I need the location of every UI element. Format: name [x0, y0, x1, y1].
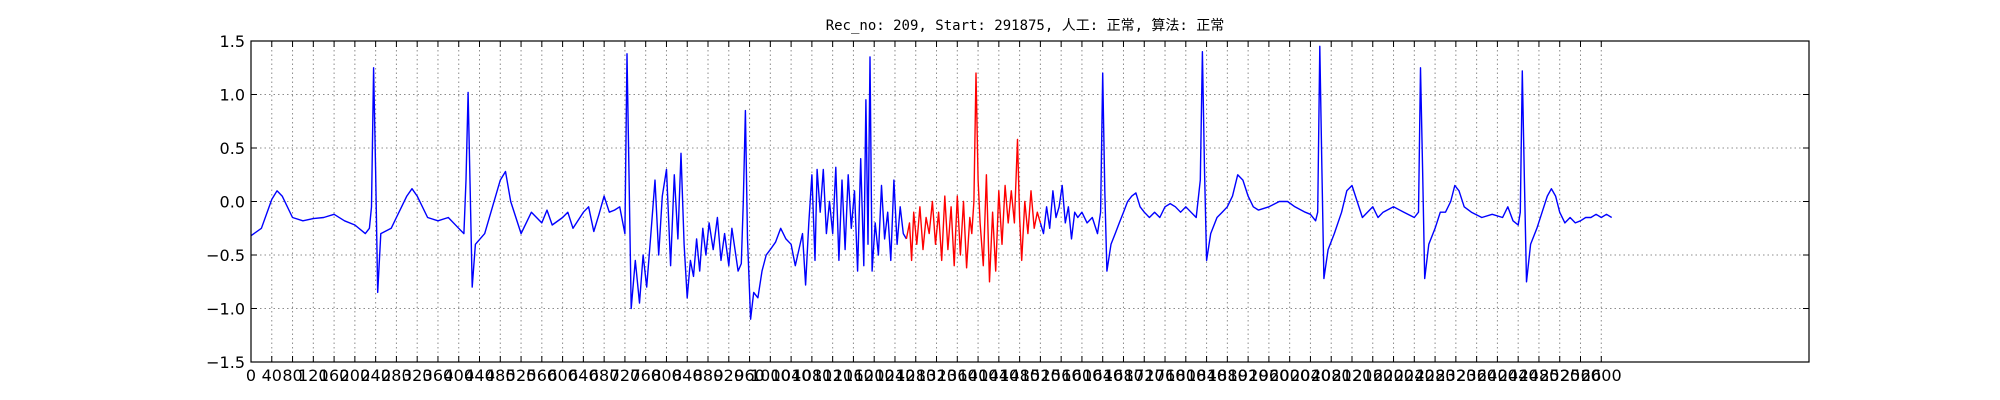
x-tick-label: 1080	[792, 366, 833, 385]
x-tick-label: 1400	[958, 366, 999, 385]
x-tick-label: 400	[443, 366, 474, 385]
x-tick-label: 120	[298, 366, 329, 385]
y-axis-ticks: −1.5 −1.0 −0.5 0.0 0.5 1.0 1.5	[206, 32, 1809, 372]
x-tick-label: 280	[381, 366, 412, 385]
x-tick-label: 760	[630, 366, 661, 385]
ecg-series-line	[1039, 45, 1613, 283]
x-tick-label: 320	[402, 366, 433, 385]
x-tick-label: 1000	[750, 366, 791, 385]
x-tick-label: 840	[672, 366, 703, 385]
x-tick-label: 2360	[1456, 366, 1497, 385]
x-tick-label: 1560	[1041, 366, 1082, 385]
y-tick-label: −1.5	[206, 353, 245, 372]
y-tick-label: 1.0	[220, 86, 245, 105]
x-tick-label: 1840	[1186, 366, 1227, 385]
x-tick-label: 2520	[1539, 366, 1580, 385]
x-tick-label: 0	[246, 366, 256, 385]
x-tick-label: 800	[651, 366, 682, 385]
x-tick-label: 2280	[1415, 366, 1456, 385]
x-tick-label: 200	[340, 366, 371, 385]
x-tick-label: 1520	[1020, 366, 1061, 385]
x-tick-label: 1360	[937, 366, 978, 385]
x-tick-label: 2240	[1394, 366, 1435, 385]
x-tick-label: 520	[506, 366, 537, 385]
x-tick-label: 1200	[854, 366, 895, 385]
y-tick-label: −0.5	[206, 246, 245, 265]
x-tick-label: 560	[527, 366, 558, 385]
x-tick-label: 1320	[916, 366, 957, 385]
x-tick-label: 1280	[895, 366, 936, 385]
x-tick-label: 160	[319, 366, 350, 385]
x-tick-label: 1040	[771, 366, 812, 385]
x-tick-label: 720	[610, 366, 641, 385]
x-tick-label: 2200	[1373, 366, 1414, 385]
x-tick-label: 1600	[1062, 366, 1103, 385]
x-axis-ticks: 0 40 8012016020024028032036040044048052056…	[246, 41, 1622, 385]
y-tick-label: 0.5	[220, 139, 245, 158]
x-tick-label: 2480	[1519, 366, 1560, 385]
x-tick-label: 2000	[1269, 366, 1310, 385]
x-tick-label: 1680	[1103, 366, 1144, 385]
x-tick-label: 640	[568, 366, 599, 385]
x-tick-label: 880	[693, 366, 724, 385]
x-tick-label: 2160	[1352, 366, 1393, 385]
x-tick-label: 1760	[1145, 366, 1186, 385]
y-tick-label: 0.0	[220, 193, 245, 212]
y-tick-label: 1.5	[220, 32, 245, 51]
x-tick-label: 1920	[1228, 366, 1269, 385]
x-tick-label: 2600	[1581, 366, 1622, 385]
x-tick-label: 2120	[1332, 366, 1373, 385]
x-tick-label: 1640	[1082, 366, 1123, 385]
x-tick-label: 1880	[1207, 366, 1248, 385]
x-tick-label: 1240	[875, 366, 916, 385]
x-tick-label: 360	[423, 366, 454, 385]
x-tick-label: 920	[714, 366, 745, 385]
x-tick-label: 2040	[1290, 366, 1331, 385]
x-tick-label: 2320	[1435, 366, 1476, 385]
x-tick-label: 1800	[1165, 366, 1206, 385]
x-tick-label: 600	[547, 366, 578, 385]
x-tick-label: 2080	[1311, 366, 1352, 385]
x-tick-label: 80	[282, 366, 302, 385]
x-tick-label: 2560	[1560, 366, 1601, 385]
x-tick-label: 40	[262, 366, 282, 385]
plot-series	[250, 45, 1613, 320]
x-tick-label: 680	[589, 366, 620, 385]
x-tick-label: 2440	[1498, 366, 1539, 385]
x-tick-label: 480	[485, 366, 516, 385]
x-tick-label: 1440	[978, 366, 1019, 385]
y-tick-label: −1.0	[206, 300, 245, 319]
x-tick-label: 240	[360, 366, 391, 385]
x-tick-label: 1960	[1249, 366, 1290, 385]
x-tick-label: 2400	[1477, 366, 1518, 385]
x-tick-label: 1160	[833, 366, 874, 385]
x-tick-label: 440	[464, 366, 495, 385]
x-tick-label: 1120	[812, 366, 853, 385]
x-tick-label: 960	[734, 366, 765, 385]
chart-title: Rec_no: 209, Start: 291875, 人工: 正常, 算法: …	[826, 18, 1225, 34]
x-tick-label: 1720	[1124, 366, 1165, 385]
ecg-series-line	[250, 53, 908, 320]
highlighted-segment-line	[905, 72, 1042, 283]
x-tick-label: 1480	[999, 366, 1040, 385]
